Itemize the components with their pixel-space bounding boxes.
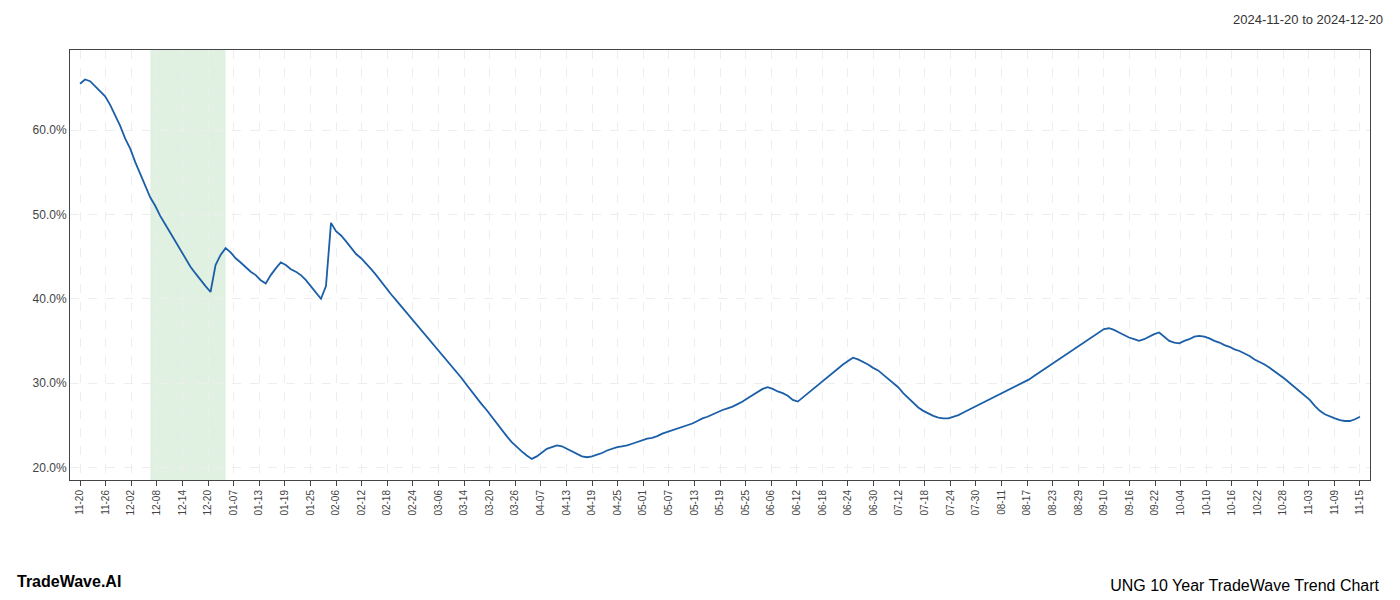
svg-text:40.0%: 40.0% (33, 292, 67, 306)
svg-text:10-10: 10-10 (1201, 490, 1212, 516)
svg-text:01-13: 01-13 (253, 490, 264, 516)
svg-text:20.0%: 20.0% (33, 461, 67, 475)
svg-text:30.0%: 30.0% (33, 376, 67, 390)
svg-text:06-06: 06-06 (765, 490, 776, 516)
svg-text:02-24: 02-24 (407, 490, 418, 516)
svg-text:05-25: 05-25 (740, 490, 751, 516)
svg-text:12-08: 12-08 (151, 490, 162, 516)
svg-text:11-09: 11-09 (1329, 490, 1340, 515)
svg-text:06-30: 06-30 (868, 490, 879, 516)
svg-text:05-01: 05-01 (637, 490, 648, 516)
svg-text:2024-11-20 to 2024-12-20: 2024-11-20 to 2024-12-20 (1233, 12, 1383, 27)
svg-text:60.0%: 60.0% (33, 123, 67, 137)
svg-text:04-13: 04-13 (561, 490, 572, 516)
svg-text:UNG 10 Year TradeWave Trend Ch: UNG 10 Year TradeWave Trend Chart (1110, 577, 1379, 594)
svg-text:05-13: 05-13 (689, 490, 700, 516)
svg-text:07-24: 07-24 (945, 490, 956, 516)
svg-text:09-16: 09-16 (1124, 490, 1135, 516)
svg-text:03-06: 03-06 (433, 490, 444, 516)
svg-text:08-17: 08-17 (1021, 490, 1032, 516)
svg-text:02-06: 02-06 (330, 490, 341, 516)
svg-text:04-25: 04-25 (612, 490, 623, 516)
svg-text:08-29: 08-29 (1073, 490, 1084, 516)
svg-text:05-19: 05-19 (714, 490, 725, 516)
svg-text:12-02: 12-02 (125, 490, 136, 516)
svg-text:12-20: 12-20 (202, 490, 213, 516)
svg-text:01-25: 01-25 (305, 490, 316, 516)
svg-text:01-19: 01-19 (279, 490, 290, 516)
svg-text:05-07: 05-07 (663, 490, 674, 516)
svg-text:08-23: 08-23 (1047, 490, 1058, 516)
svg-text:03-14: 03-14 (458, 490, 469, 516)
svg-text:12-14: 12-14 (177, 490, 188, 516)
svg-text:11-03: 11-03 (1303, 490, 1314, 515)
svg-text:06-24: 06-24 (842, 490, 853, 516)
svg-text:11-20: 11-20 (74, 490, 85, 515)
svg-text:07-12: 07-12 (893, 490, 904, 516)
svg-text:08-11: 08-11 (996, 490, 1007, 515)
svg-text:TradeWave.AI: TradeWave.AI (17, 573, 121, 590)
svg-text:03-26: 03-26 (509, 490, 520, 516)
svg-text:02-12: 02-12 (356, 490, 367, 516)
svg-text:50.0%: 50.0% (33, 208, 67, 222)
svg-text:03-20: 03-20 (484, 490, 495, 516)
svg-text:01-07: 01-07 (228, 490, 239, 516)
svg-text:10-28: 10-28 (1277, 490, 1288, 516)
svg-text:06-18: 06-18 (817, 490, 828, 516)
svg-text:11-26: 11-26 (100, 490, 111, 515)
svg-text:07-18: 07-18 (919, 490, 930, 516)
svg-text:04-19: 04-19 (586, 490, 597, 516)
svg-text:07-30: 07-30 (970, 490, 981, 516)
svg-text:10-22: 10-22 (1252, 490, 1263, 516)
svg-text:02-18: 02-18 (381, 490, 392, 516)
svg-text:06-12: 06-12 (791, 490, 802, 516)
svg-text:10-16: 10-16 (1226, 490, 1237, 516)
svg-text:11-15: 11-15 (1354, 490, 1365, 515)
svg-text:09-22: 09-22 (1149, 490, 1160, 516)
svg-text:10-04: 10-04 (1175, 490, 1186, 516)
svg-text:09-10: 09-10 (1098, 490, 1109, 516)
svg-text:04-07: 04-07 (535, 490, 546, 516)
